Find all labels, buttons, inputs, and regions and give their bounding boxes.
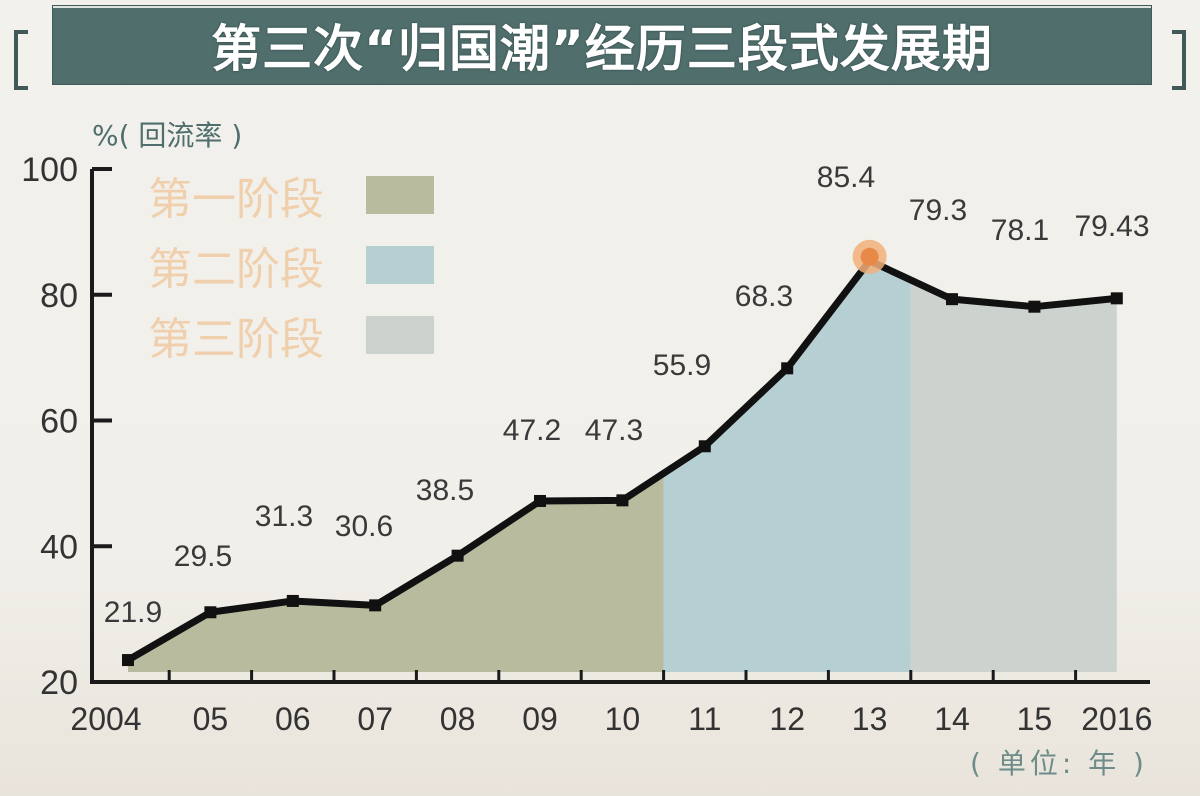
legend: 第一阶段 第二阶段 第三阶段 xyxy=(148,160,434,370)
title-bracket-right xyxy=(1172,30,1186,90)
x-tick-label: 13 xyxy=(852,701,888,737)
data-point xyxy=(616,494,629,507)
x-tick-label: 2004 xyxy=(70,701,141,737)
legend-item-stage-2: 第二阶段 xyxy=(148,230,434,300)
data-label: 30.6 xyxy=(335,510,393,543)
x-axis-unit-label: ( 单位: 年 ) xyxy=(970,747,1148,780)
y-tick-label: 100 xyxy=(21,151,78,189)
data-point xyxy=(946,293,958,306)
data-point xyxy=(286,594,299,607)
legend-swatch xyxy=(366,316,434,354)
data-point xyxy=(534,494,546,507)
data-point xyxy=(122,654,134,667)
x-tick-label: 2016 xyxy=(1081,701,1152,737)
data-label: 79.3 xyxy=(909,194,967,227)
y-tick-label: 40 xyxy=(40,528,78,566)
data-label: 78.1 xyxy=(991,214,1049,247)
chart-title: 第三次“归国潮”经历三段式发展期 xyxy=(211,20,993,78)
data-label: 38.5 xyxy=(416,474,474,507)
legend-swatch xyxy=(366,246,434,284)
y-tick-label: 60 xyxy=(40,403,78,441)
axes xyxy=(90,169,1150,684)
y-axis-unit-label: %( 回流率 ) xyxy=(92,119,243,152)
data-point xyxy=(369,599,382,612)
x-tick-label: 10 xyxy=(605,701,641,737)
legend-item-stage-1: 第一阶段 xyxy=(148,160,434,230)
y-tick-label: 80 xyxy=(40,277,78,315)
highlight-point xyxy=(860,247,879,266)
data-label: 47.2 xyxy=(503,414,561,447)
data-point xyxy=(781,362,794,375)
data-point xyxy=(698,440,711,453)
legend-item-stage-3: 第三阶段 xyxy=(148,300,434,370)
x-tick-label: 15 xyxy=(1017,701,1053,737)
data-label: 85.4 xyxy=(817,161,875,194)
data-label: 79.43 xyxy=(1074,210,1149,243)
legend-label: 第一阶段 xyxy=(148,174,324,225)
title-banner: 第三次“归国潮”经历三段式发展期 xyxy=(52,5,1152,85)
stage-area-1 xyxy=(128,473,664,672)
stage-area-2 xyxy=(663,260,911,672)
data-label: 68.3 xyxy=(735,280,793,313)
data-label: 47.3 xyxy=(585,414,643,447)
data-point xyxy=(204,606,217,619)
data-point xyxy=(1110,292,1123,305)
legend-label: 第二阶段 xyxy=(148,244,324,295)
x-tick-label: 11 xyxy=(688,701,721,737)
data-label: 21.9 xyxy=(104,596,162,629)
legend-label: 第三阶段 xyxy=(148,314,324,365)
x-tick-label: 05 xyxy=(193,701,229,737)
title-bracket-left xyxy=(14,30,28,90)
legend-swatch xyxy=(366,176,434,214)
x-tick-label: 09 xyxy=(522,701,558,737)
x-tick-label: 07 xyxy=(357,701,393,737)
x-tick-label: 12 xyxy=(769,701,805,737)
data-point xyxy=(1028,300,1041,313)
x-tick-label: 06 xyxy=(275,701,311,737)
data-point xyxy=(451,549,464,562)
stage-area-3 xyxy=(910,279,1117,672)
data-label: 29.5 xyxy=(174,540,232,573)
x-tick-label: 08 xyxy=(440,701,476,737)
data-label: 31.3 xyxy=(255,500,313,533)
data-label: 55.9 xyxy=(653,349,711,382)
y-tick-label: 20 xyxy=(40,664,78,702)
x-tick-label: 14 xyxy=(934,701,970,737)
